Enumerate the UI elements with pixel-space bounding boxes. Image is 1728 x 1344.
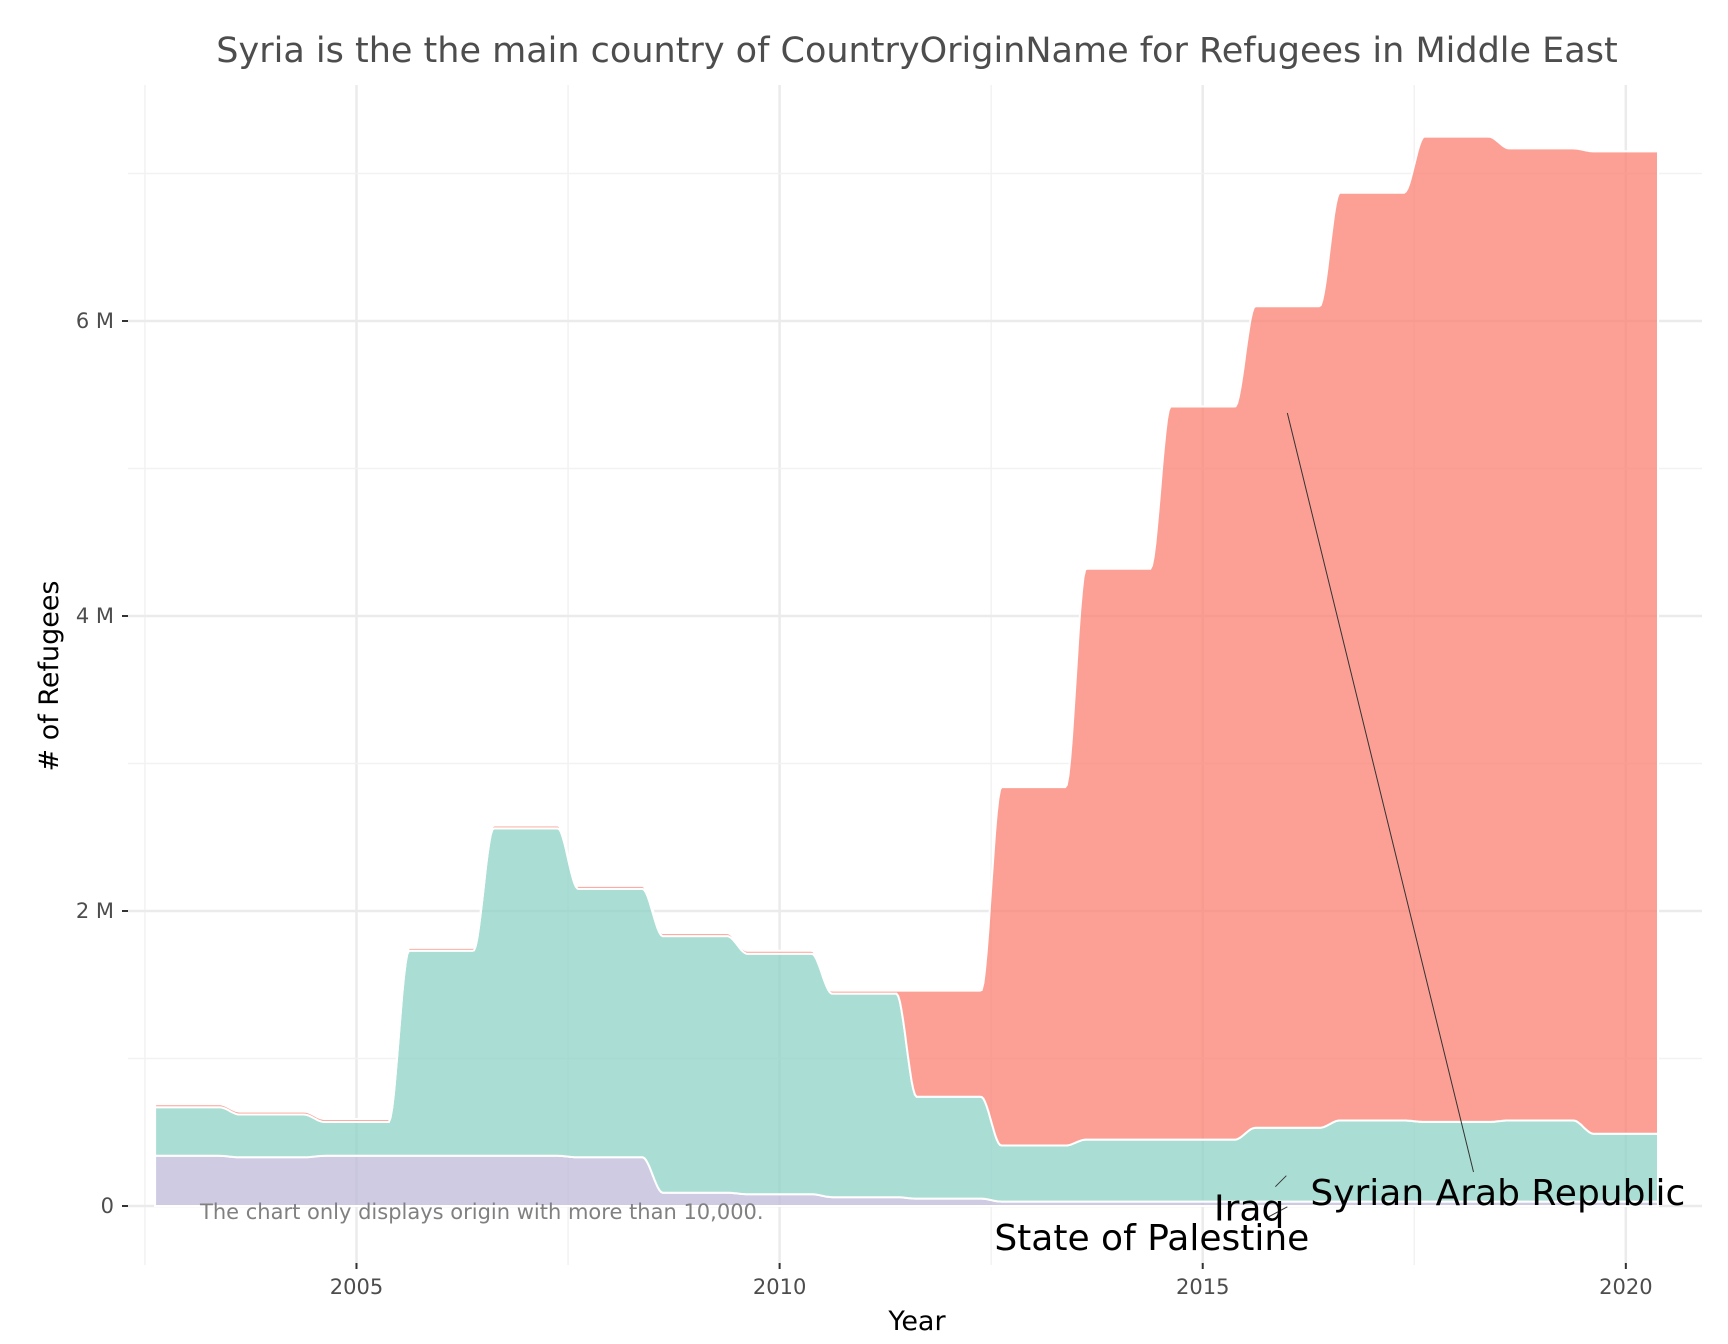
x-axis-title: Year (887, 1306, 946, 1337)
area-syrian-arab-republic (154, 135, 1659, 1147)
palestine-series-label: State of Palestine (994, 1218, 1309, 1259)
y-tick-label: 6 M (76, 309, 114, 333)
axes: 2005 2010 2015 2020 0 2 M 4 M 6 M (76, 309, 1653, 1299)
y-tick-label: 0 (101, 1194, 114, 1218)
x-tick-label: 2015 (1176, 1275, 1229, 1299)
x-tick-label: 2010 (753, 1275, 806, 1299)
series-labels: Iraq Syrian Arab Republic State of Pales… (994, 412, 1685, 1259)
chart-caption: The chart only displays origin with more… (199, 1200, 764, 1224)
y-axis-title: # of Refugees (34, 580, 65, 771)
iraq-series-label: Iraq (1214, 1189, 1284, 1230)
syria-series-label: Syrian Arab Republic (1310, 1173, 1685, 1214)
stacked-areas (154, 135, 1659, 1207)
iraq-label-leader (1274, 1175, 1287, 1188)
x-tick-label: 2020 (1599, 1275, 1652, 1299)
syria-label-leader (1286, 412, 1475, 1173)
palestine-label-leader (1266, 1206, 1288, 1219)
chart-title: Syria is the the main country of Country… (216, 31, 1617, 71)
y-tick-label: 4 M (76, 604, 114, 628)
y-tick-label: 2 M (76, 899, 114, 923)
x-tick-label: 2005 (330, 1275, 383, 1299)
